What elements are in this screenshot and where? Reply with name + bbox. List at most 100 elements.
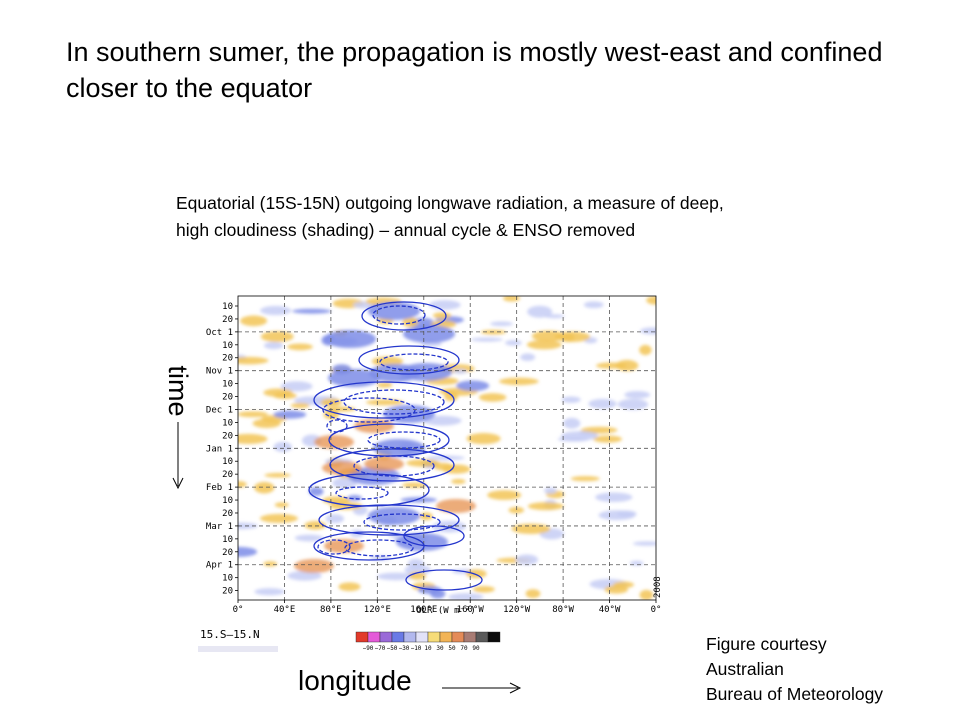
olr-shading-patch: [254, 481, 275, 494]
figure-credit-smudge: [198, 646, 278, 652]
x-tick-label: 80°W: [552, 605, 574, 615]
y-tick-label: Jan 1: [206, 444, 233, 454]
olr-shading-patch: [527, 305, 553, 318]
dry-anomaly-patch: [322, 461, 362, 475]
olr-shading-patch: [508, 506, 525, 514]
time-axis-label: time: [163, 365, 193, 417]
olr-shading-patch: [583, 301, 604, 309]
olr-shading-patch: [432, 312, 452, 319]
olr-shading-patch: [273, 441, 292, 453]
olr-shading-patch: [527, 502, 564, 511]
y-tick-label: 20: [222, 509, 233, 519]
olr-shading-patch: [515, 554, 539, 565]
colorbar-swatch: [379, 631, 393, 643]
olr-shading-patch: [598, 510, 636, 521]
y-tick-label: 10: [222, 418, 233, 428]
olr-shading-patch: [407, 558, 424, 569]
olr-shading-patch: [544, 487, 557, 494]
colorbar-label: 70: [460, 645, 468, 652]
y-tick-label: 20: [222, 393, 233, 403]
y-tick-label: 10: [222, 535, 233, 545]
colorbar-label: 30: [436, 645, 444, 652]
solid-contour: [358, 345, 460, 375]
time-arrow-icon: [172, 422, 184, 490]
region-label: 15.S–15.N: [200, 628, 260, 641]
x-tick-label: 0°: [233, 605, 244, 615]
olr-shading-patch: [274, 502, 289, 508]
olr-shading-patch: [588, 398, 617, 409]
olr-shading-patch: [423, 415, 462, 426]
olr-shading-patch: [490, 321, 513, 327]
colorbar-label: −50: [387, 645, 398, 652]
olr-shading-patch: [640, 327, 656, 335]
olr-shading-patch: [263, 388, 293, 397]
solid-contour: [403, 525, 465, 547]
olr-shading-patch: [426, 455, 465, 461]
year-label: 2008: [653, 576, 663, 598]
olr-shading-patch: [252, 418, 281, 428]
olr-shading-patch: [554, 331, 591, 343]
dashed-contour: [363, 513, 441, 531]
y-tick-label: Mar 1: [206, 522, 233, 532]
y-tick-label: 10: [222, 574, 233, 584]
olr-shading-patch: [639, 344, 652, 356]
olr-shading-patch: [371, 356, 404, 367]
dashed-contour: [372, 305, 426, 325]
longitude-axis-label: longitude: [298, 665, 412, 696]
x-tick-label: 40°E: [274, 605, 296, 615]
dry-anomaly-patch: [324, 539, 364, 553]
olr-shading-patch: [260, 331, 294, 343]
olr-shading-patch: [472, 585, 495, 593]
y-tick-label: 10: [222, 380, 233, 390]
dry-anomaly-patch: [436, 499, 476, 513]
olr-shading-patch: [402, 482, 427, 488]
olr-shading-patch: [366, 399, 404, 406]
colorbar-swatch: [439, 631, 453, 643]
y-tick-label: Feb 1: [206, 483, 233, 493]
olr-shading-patch: [520, 353, 536, 362]
olr-shading-patch: [465, 569, 487, 579]
y-tick-label: 20: [222, 587, 233, 597]
olr-shading-patch: [287, 570, 322, 581]
colorbar-swatch: [415, 631, 429, 643]
colorbar-label: −70: [375, 645, 386, 652]
olr-shading-patch: [294, 534, 324, 542]
olr-shading-patch: [596, 362, 627, 369]
colorbar-swatch: [391, 631, 405, 643]
olr-shading-patch: [238, 433, 268, 444]
dashed-contour: [367, 431, 441, 449]
credit-line: Australian: [706, 659, 784, 679]
olr-shading-patch: [526, 340, 562, 350]
olr-shading-patch: [617, 398, 649, 410]
olr-shading-patch: [505, 340, 522, 346]
olr-shading-patch: [430, 588, 446, 599]
x-tick-label: 120°E: [364, 605, 391, 615]
x-tick-label: 80°E: [320, 605, 342, 615]
olr-shading-patch: [254, 588, 285, 596]
olr-shading-patch: [499, 377, 539, 386]
olr-shading-patch: [428, 300, 461, 310]
olr-shading-patch: [332, 477, 358, 489]
olr-shading-patch: [453, 368, 467, 374]
olr-shading-patch: [238, 411, 268, 418]
olr-shading-patch: [466, 433, 501, 445]
colorbar-swatch: [427, 631, 441, 643]
olr-shading-patch: [444, 391, 459, 402]
olr-shading-patch: [502, 296, 521, 302]
dry-anomaly-patch: [314, 435, 354, 449]
olr-shading-patch: [639, 589, 654, 600]
y-tick-label: Oct 1: [206, 328, 233, 338]
x-tick-label: 120°W: [503, 605, 531, 615]
wet-anomaly-patch: [368, 302, 420, 320]
olr-shading-patch: [646, 296, 656, 305]
olr-shading-patch: [487, 490, 522, 500]
hovmoller-figure: 10 20 Oct 1 10 20 Nov 1 10 20 Dec 1 10 20 Jan 1 10 20…: [198, 295, 663, 652]
slide-title: In southern sumer, the propagation is mo…: [66, 37, 883, 103]
olr-shading-patch: [326, 406, 356, 412]
colorbar-label: 50: [448, 645, 456, 652]
olr-shading-patch: [325, 514, 345, 524]
olr-shading-patch: [402, 317, 419, 328]
olr-shading-patch: [593, 435, 623, 443]
figure-credit: Figure courtesy Australian Bureau of Met…: [706, 632, 956, 707]
dashed-contour: [344, 539, 414, 557]
